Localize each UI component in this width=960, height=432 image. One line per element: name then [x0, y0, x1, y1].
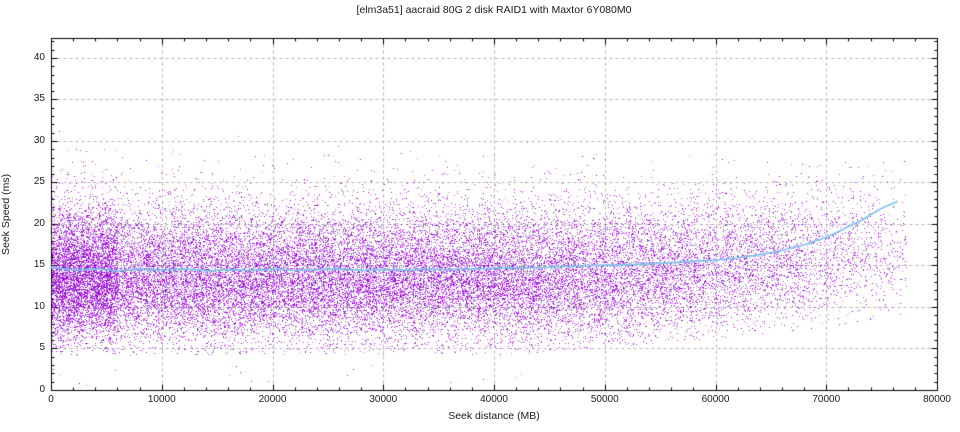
y-tick-label: 35 [33, 93, 45, 105]
y-tick-label: 40 [33, 51, 45, 63]
y-tick-label: 25 [33, 176, 45, 188]
x-tick-label: 80000 [923, 394, 951, 405]
x-tick-label: 50000 [590, 394, 619, 405]
y-tick-label: 0 [39, 384, 45, 395]
x-tick-label: 60000 [701, 394, 730, 405]
y-tick-label: 10 [33, 300, 45, 312]
chart-title: [elm3a51] aacraid 80G 2 disk RAID1 with … [356, 4, 632, 16]
x-tick-label: 40000 [480, 394, 508, 405]
y-tick-label: 20 [33, 217, 45, 229]
y-axis-label: Seek Speed (ms) [0, 173, 12, 255]
x-axis-label: Seek distance (MB) [448, 410, 540, 422]
x-tick-label: 70000 [812, 394, 841, 405]
y-tick-label: 30 [33, 134, 45, 146]
y-tick-label: 5 [39, 342, 45, 354]
x-tick-label: 0 [48, 394, 54, 405]
x-tick-label: 30000 [369, 394, 398, 405]
x-tick-label: 20000 [258, 394, 287, 405]
x-tick-label: 10000 [147, 394, 176, 405]
y-tick-label: 15 [33, 259, 45, 271]
